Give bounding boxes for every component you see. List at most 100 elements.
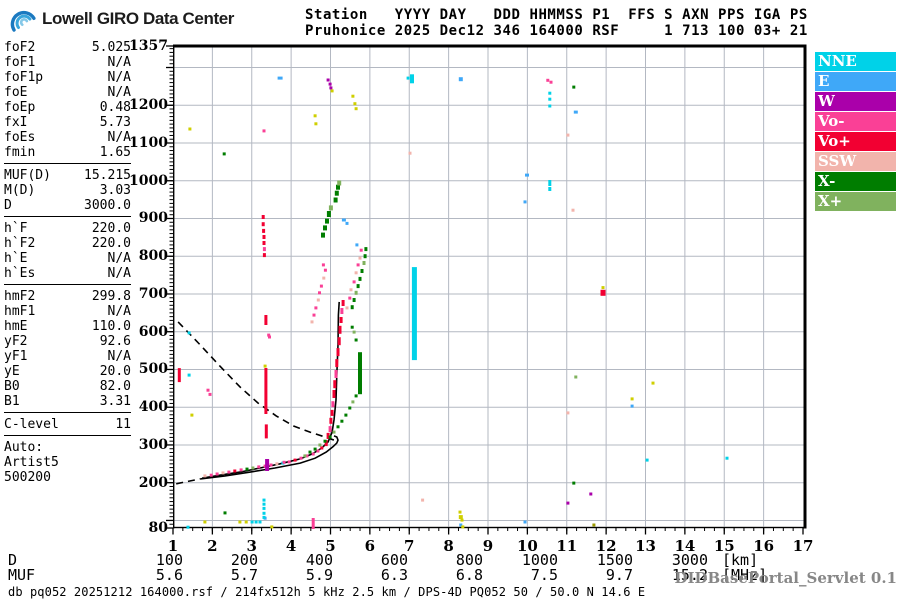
echo-X+	[328, 205, 333, 211]
echo-X-	[344, 413, 348, 417]
param-label: B0	[4, 379, 20, 394]
autoscaling-info-line: Auto:	[4, 440, 44, 455]
grid	[174, 47, 804, 527]
echo-points	[177, 74, 729, 529]
param-row-M(D): M(D) 3.03	[4, 183, 131, 198]
echo-NNE	[406, 76, 410, 80]
echo-Vo+	[338, 325, 342, 334]
echo-SSW	[421, 498, 425, 502]
echo-Vo-	[299, 456, 303, 460]
x-tick-label-14: 14	[674, 537, 696, 555]
param-label: yE	[4, 364, 20, 379]
footer-value: 1000	[521, 551, 558, 569]
echo-SSW	[345, 306, 349, 310]
echo-NNE	[254, 520, 258, 524]
echo-E	[525, 173, 529, 177]
footer-value: 5.9	[305, 566, 333, 584]
echo-X-	[354, 394, 358, 398]
echo-Vo+	[261, 215, 265, 219]
x-tick-label-1: 1	[167, 537, 179, 555]
echo-X-	[572, 481, 576, 485]
x-tick-label-8: 8	[443, 537, 454, 555]
echo-X-	[325, 218, 329, 224]
echo-X-	[336, 425, 340, 429]
echo-X-	[321, 232, 325, 238]
x-tick-label-13: 13	[635, 537, 656, 555]
panel-divider	[4, 163, 131, 164]
echo-Vo+	[326, 432, 330, 439]
echo-Vo-	[262, 247, 266, 252]
y-tick-label-200: 200	[138, 474, 168, 491]
footer-value: 1500	[596, 551, 633, 569]
param-row-C-level: C-level 11	[4, 417, 131, 432]
x-tick-label-12: 12	[595, 537, 617, 555]
param-value: N/A	[107, 55, 131, 70]
echo-NNE	[258, 520, 262, 524]
param-label: h`F2	[4, 236, 36, 251]
param-row-h`Es: h`Es N/A	[4, 266, 131, 281]
echo-NNE	[262, 515, 266, 519]
param-label: yF1	[4, 349, 28, 364]
echo-NNE	[262, 498, 266, 502]
param-label: B1	[4, 394, 20, 409]
echo-Vo+	[262, 253, 266, 258]
echo-SSW	[322, 276, 326, 280]
param-label: foF1p	[4, 70, 44, 85]
echo-X-	[352, 298, 356, 302]
param-label: h`F	[4, 221, 28, 236]
y-tick-label-700: 700	[138, 285, 168, 302]
echo-Vo-	[323, 268, 327, 272]
echo-Vo-	[227, 470, 231, 474]
echo-yel	[351, 94, 355, 98]
echo-NNE	[645, 458, 649, 462]
param-label: hmF2	[4, 289, 36, 304]
echo-X+	[251, 466, 255, 470]
echo-X-	[336, 184, 340, 190]
echo-X-	[326, 211, 331, 217]
footer-value: 100	[155, 551, 183, 569]
footer-value: 3000	[671, 551, 708, 569]
echo-Vo+	[293, 458, 297, 462]
param-value: 220.0	[91, 236, 131, 251]
legend-item-SSW: SSW	[815, 152, 896, 171]
echo-NNE	[262, 502, 266, 506]
echo-Vo-	[314, 306, 318, 310]
echo-X-	[350, 305, 354, 310]
echo-yel	[203, 520, 207, 524]
echo-Vo+	[262, 241, 266, 245]
footer-value: 5.7	[230, 566, 258, 584]
y-tick-label-600: 600	[138, 323, 168, 340]
logo-text: Lowell GIRO Data Center	[42, 9, 235, 28]
echo-X-	[354, 338, 358, 342]
param-value: N/A	[107, 85, 131, 100]
x-tick-label-16: 16	[753, 537, 775, 555]
echo-X+	[332, 430, 336, 434]
footer-value: 400	[305, 551, 333, 569]
echo-yel	[458, 510, 462, 514]
param-value: 20.0	[99, 364, 131, 379]
legend-label: SSW	[818, 152, 857, 170]
echo-X-	[308, 450, 312, 454]
param-label: foE	[4, 85, 28, 100]
param-value: 220.0	[91, 221, 131, 236]
echo-Vo-	[239, 468, 243, 472]
footer-unit: [MHz]	[722, 566, 768, 584]
echo-X+	[362, 261, 366, 265]
echo-X-	[340, 419, 344, 423]
echo-X-	[358, 352, 362, 395]
param-value: 299.8	[91, 289, 131, 304]
echo-yel	[314, 122, 318, 126]
echo-E	[630, 404, 634, 408]
echo-yel	[630, 397, 634, 401]
param-value: N/A	[107, 304, 131, 319]
y-tick-label-1200: 1200	[129, 97, 168, 114]
echo-X+	[318, 443, 322, 447]
echo-Vo-	[311, 452, 315, 456]
echo-Vo-	[352, 280, 356, 284]
param-value: 110.0	[91, 319, 131, 334]
echo-Vo-	[269, 463, 273, 467]
param-row-D: D 3000.0	[4, 198, 131, 213]
echo-SSW	[408, 151, 412, 155]
echo-W	[566, 501, 570, 505]
echo-X-	[323, 439, 327, 443]
